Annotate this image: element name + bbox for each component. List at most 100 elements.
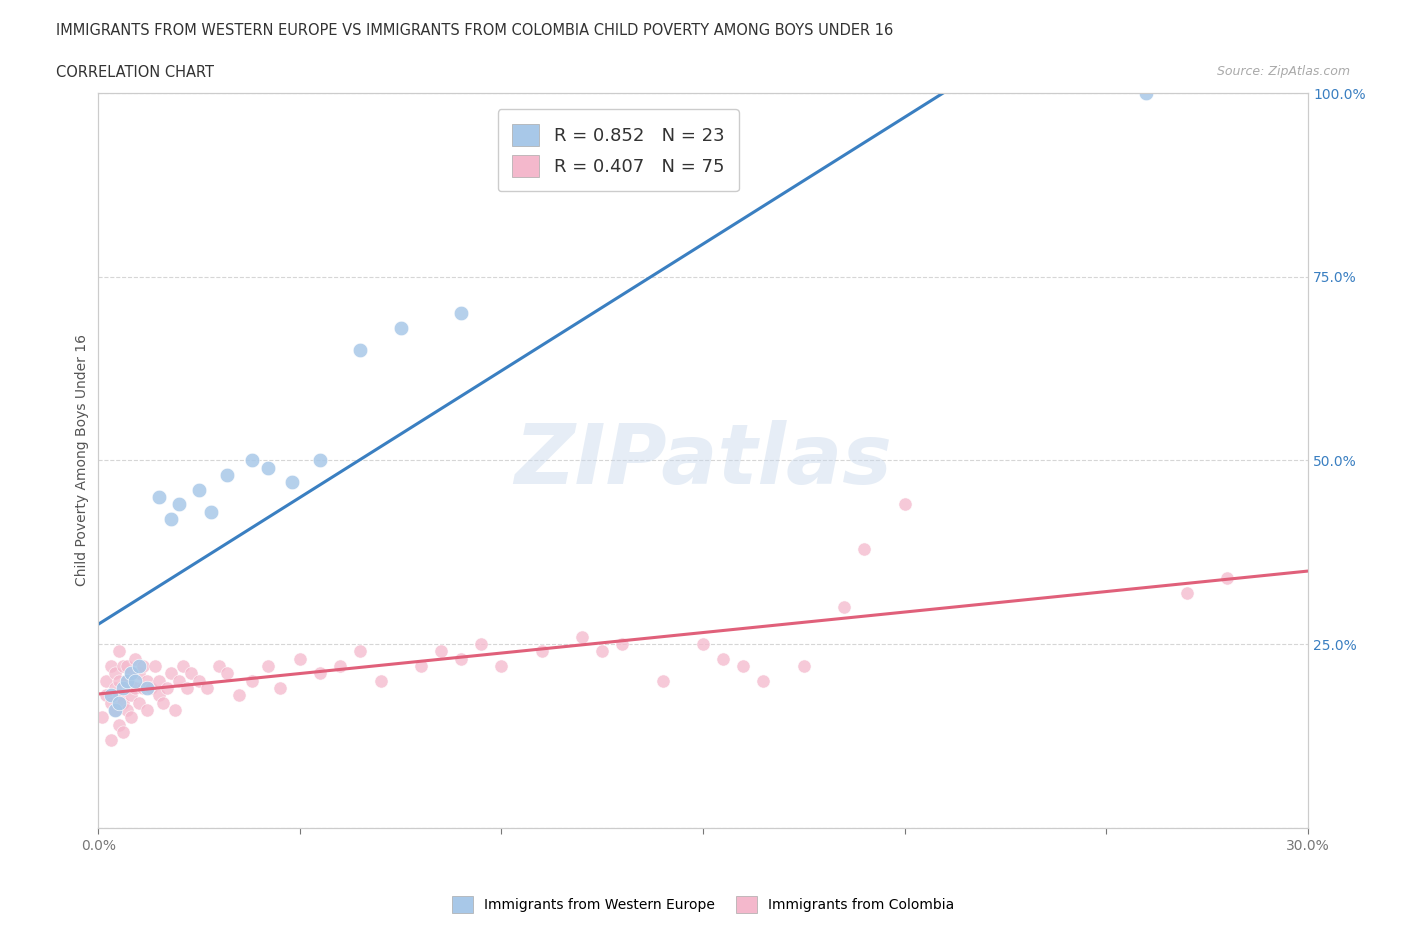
Point (120, 666, 142, 681)
Point (132, 658, 155, 673)
Point (450, 651, 472, 666)
Point (103, 703, 125, 718)
Point (128, 658, 150, 673)
Point (349, 343, 371, 358)
Point (612, 637, 634, 652)
Point (103, 703, 125, 718)
Point (124, 681, 146, 696)
Point (188, 483, 211, 498)
Point (176, 681, 198, 696)
Point (172, 658, 194, 673)
Point (115, 703, 138, 718)
Point (167, 497, 190, 512)
Point (115, 658, 138, 673)
Point (160, 512, 183, 526)
Point (120, 688, 142, 703)
Point (111, 681, 134, 696)
Point (692, 637, 714, 652)
Point (148, 673, 170, 688)
Point (240, 673, 263, 688)
Point (269, 681, 291, 696)
Point (107, 696, 129, 711)
Point (120, 711, 142, 725)
Point (752, 673, 775, 688)
Point (217, 666, 239, 681)
Text: CORRELATION CHART: CORRELATION CHART (56, 65, 214, 80)
Point (111, 658, 134, 673)
Point (100, 688, 122, 703)
Point (120, 666, 142, 681)
Point (148, 490, 170, 505)
Point (1135, 86, 1157, 100)
Point (409, 658, 432, 673)
Text: ZIPatlas: ZIPatlas (515, 419, 891, 501)
Point (240, 453, 263, 468)
Point (200, 504, 222, 519)
Point (91, 711, 114, 725)
Point (571, 630, 593, 644)
Legend: R = 0.852   N = 23, R = 0.407   N = 75: R = 0.852 N = 23, R = 0.407 N = 75 (498, 110, 740, 192)
Point (309, 453, 332, 468)
Point (115, 673, 138, 688)
Point (349, 644, 371, 658)
Point (115, 673, 138, 688)
Point (143, 658, 166, 673)
Point (156, 681, 179, 696)
Text: Source: ZipAtlas.com: Source: ZipAtlas.com (1216, 65, 1350, 78)
Point (530, 644, 553, 658)
Point (160, 666, 183, 681)
Point (111, 696, 134, 711)
Point (135, 673, 157, 688)
Point (389, 321, 412, 336)
Point (893, 497, 915, 512)
Point (100, 732, 122, 747)
Point (163, 703, 186, 718)
Point (329, 658, 352, 673)
Point (107, 673, 129, 688)
Point (793, 658, 815, 673)
Text: IMMIGRANTS FROM WESTERN EUROPE VS IMMIGRANTS FROM COLOMBIA CHILD POVERTY AMONG B: IMMIGRANTS FROM WESTERN EUROPE VS IMMIGR… (56, 23, 893, 38)
Point (1216, 570, 1239, 585)
Point (450, 306, 472, 321)
Point (195, 681, 218, 696)
Point (208, 658, 231, 673)
Point (148, 688, 170, 703)
Point (103, 666, 125, 681)
Point (470, 637, 492, 652)
Point (152, 696, 174, 711)
Point (128, 666, 150, 681)
Point (124, 651, 146, 666)
Point (132, 681, 155, 696)
Point (733, 658, 755, 673)
Point (96, 673, 118, 688)
Point (167, 673, 190, 688)
Point (256, 460, 278, 475)
Point (228, 688, 250, 703)
Point (430, 644, 453, 658)
Point (491, 658, 513, 673)
Point (217, 468, 239, 483)
Point (288, 651, 311, 666)
Point (853, 541, 876, 556)
Legend: Immigrants from Western Europe, Immigrants from Colombia: Immigrants from Western Europe, Immigran… (447, 890, 959, 919)
Point (107, 717, 129, 732)
Point (256, 658, 278, 673)
Point (100, 696, 122, 711)
Point (124, 673, 146, 688)
Point (188, 673, 211, 688)
Point (281, 475, 304, 490)
Point (1175, 585, 1198, 600)
Point (591, 644, 613, 658)
Point (128, 696, 150, 711)
Point (180, 666, 202, 681)
Point (711, 651, 734, 666)
Point (103, 681, 125, 696)
Point (135, 681, 157, 696)
Point (651, 673, 673, 688)
Point (96, 688, 118, 703)
Point (100, 658, 122, 673)
Point (139, 681, 162, 696)
Point (832, 600, 855, 615)
Point (107, 644, 129, 658)
Point (370, 673, 392, 688)
